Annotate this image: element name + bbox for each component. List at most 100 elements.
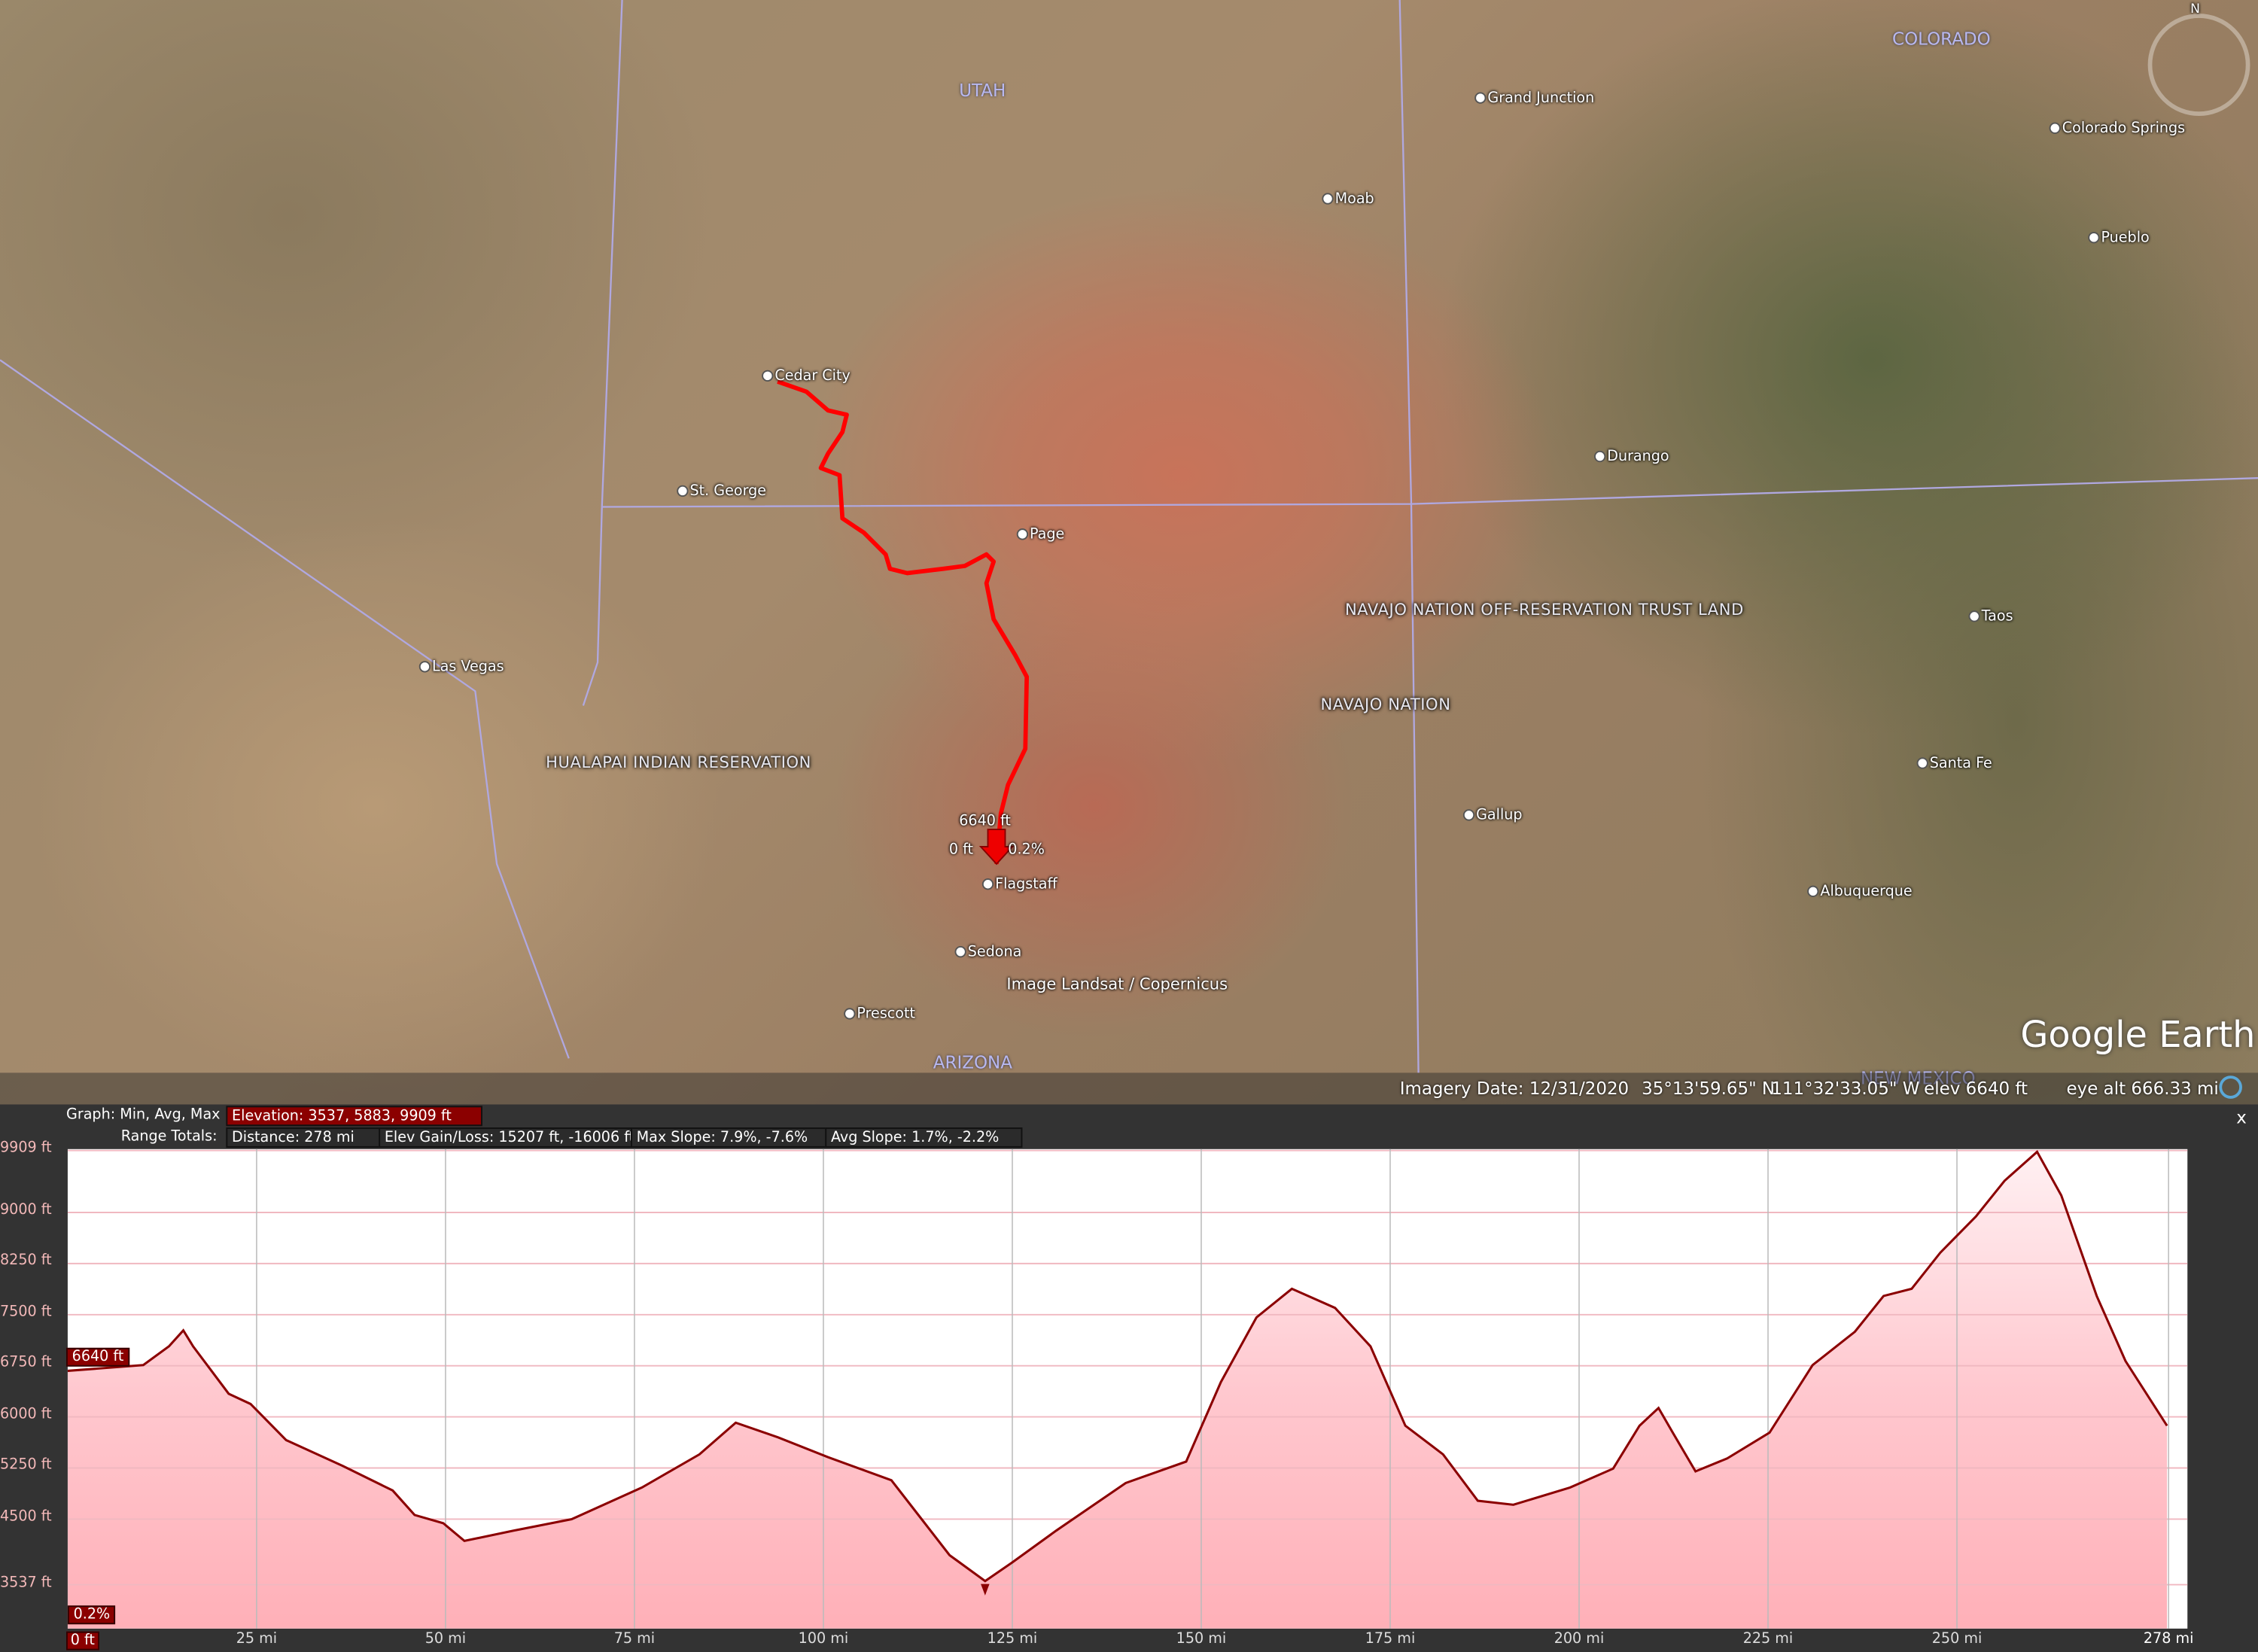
current-elevation-tag: 6640 ft [66, 1347, 130, 1367]
place-label[interactable]: Sedona [954, 945, 1021, 960]
place-name: Albuquerque [1820, 884, 1913, 900]
place-label[interactable]: Colorado Springs [2049, 121, 2185, 137]
place-dot-icon [1968, 610, 1980, 622]
current-slope-tag: 0.2% [67, 1605, 116, 1625]
graph-label: Graph: Min, Avg, Max [66, 1107, 221, 1124]
x-tick-label: 150 mi [1176, 1631, 1227, 1647]
place-label[interactable]: Taos [1968, 609, 2013, 625]
place-dot-icon [1322, 193, 1334, 205]
place-dot-icon [762, 370, 774, 382]
cursor-slope-label: 0.2% [1008, 842, 1045, 859]
avg-slope-button[interactable]: Avg Slope: 1.7%, -2.2% [825, 1127, 1023, 1148]
cursor-arrow-icon [978, 829, 1015, 866]
place-dot-icon [677, 485, 689, 497]
latitude-readout: 35°13'59.65" N [1642, 1079, 1776, 1099]
x-tick-label: 25 mi [236, 1631, 278, 1647]
state-label: NEW MEXICO [1860, 1068, 1976, 1089]
y-tick-label: 6750 ft [0, 1355, 52, 1372]
place-label[interactable]: Prescott [844, 1006, 915, 1022]
cursor-distance-label: 0 ft [948, 842, 974, 859]
region-label: HUALAPAI INDIAN RESERVATION [546, 753, 811, 772]
place-label[interactable]: Cedar City [762, 369, 851, 385]
eye-altitude-readout: eye alt 666.33 mi [2066, 1079, 2219, 1099]
place-dot-icon [1474, 92, 1487, 104]
elevation-readout: elev 6640 ft [1924, 1079, 2028, 1099]
y-tick-label: 9909 ft [0, 1140, 52, 1157]
range-totals-label: Range Totals: [120, 1129, 218, 1145]
route-path [777, 379, 1030, 865]
region-label: NAVAJO NATION [1320, 695, 1451, 714]
x-tick-label: 200 mi [1554, 1631, 1605, 1647]
region-label: NAVAJO NATION OFF-RESERVATION TRUST LAND [1344, 600, 1744, 619]
place-dot-icon [954, 946, 966, 958]
place-label[interactable]: Gallup [1462, 808, 1523, 823]
place-name: Moab [1334, 191, 1374, 208]
state-label: COLORADO [1892, 29, 1991, 50]
place-name: Prescott [857, 1006, 916, 1023]
state-label: ARIZONA [933, 1052, 1012, 1073]
place-dot-icon [1593, 450, 1606, 463]
elevation-profile-panel: Graph: Min, Avg, Max Elevation: 3537, 58… [0, 1104, 2258, 1652]
close-graph-button[interactable]: x [2236, 1107, 2247, 1128]
place-dot-icon [418, 661, 431, 673]
place-dot-icon [1916, 757, 1928, 769]
place-dot-icon [1462, 809, 1475, 821]
x-tick-label: 100 mi [798, 1631, 849, 1647]
y-tick-label: 3537 ft [0, 1574, 52, 1591]
place-name: Cedar City [774, 368, 851, 385]
place-label[interactable]: Pueblo [2088, 230, 2150, 247]
elevation-chart-plot[interactable] [67, 1148, 2188, 1629]
y-tick-label: 8250 ft [0, 1253, 52, 1270]
place-label[interactable]: Santa Fe [1916, 756, 1992, 772]
y-tick-label: 5250 ft [0, 1458, 52, 1474]
x-tick-label: 250 mi [1931, 1631, 1983, 1647]
place-label[interactable]: Moab [1322, 191, 1374, 208]
elevation-chart [67, 1148, 2188, 1629]
place-name: Las Vegas [431, 659, 504, 676]
place-label[interactable]: Flagstaff [981, 877, 1057, 893]
place-name: St. George [689, 483, 767, 500]
place-label[interactable]: Durango [1593, 449, 1669, 465]
place-label[interactable]: Las Vegas [418, 659, 504, 676]
elev-gain-loss-button[interactable]: Elev Gain/Loss: 15207 ft, -16006 ft [379, 1127, 632, 1148]
place-label[interactable]: Albuquerque [1807, 884, 1913, 900]
x-tick-label: 50 mi [425, 1631, 467, 1647]
map-view[interactable]: N UTAH COLORADO ARIZONA NEW MEXICO Grand… [0, 0, 2258, 1105]
x-tick-label: 278 mi [2143, 1631, 2194, 1647]
state-label: UTAH [959, 81, 1006, 101]
y-tick-label: 4500 ft [0, 1509, 52, 1526]
y-tick-label: 7500 ft [0, 1304, 52, 1321]
place-name: Pueblo [2101, 230, 2150, 247]
x-tick-label: 125 mi [987, 1631, 1038, 1647]
border-utah-arizona [601, 477, 2258, 508]
y-tick-label: 9000 ft [0, 1202, 52, 1218]
elevation-stat-button[interactable]: Elevation: 3537, 5883, 9909 ft [226, 1106, 482, 1127]
place-name: Taos [1981, 609, 2013, 625]
max-slope-button[interactable]: Max Slope: 7.9%, -7.6% [631, 1127, 827, 1148]
border-utah-west [582, 0, 623, 706]
status-bar: Imagery Date: 12/31/2020 35°13'59.65" N … [0, 1072, 2258, 1105]
current-distance-tag: 0 ft [66, 1631, 99, 1650]
place-dot-icon [1807, 885, 1819, 897]
compass-ring[interactable] [2147, 14, 2250, 117]
imagery-date: Imagery Date: 12/31/2020 [1399, 1079, 1630, 1099]
place-dot-icon [844, 1008, 856, 1020]
place-name: Durango [1607, 449, 1669, 465]
place-dot-icon [981, 878, 994, 890]
elevation-area-fill [67, 1152, 2168, 1629]
border-nevada [0, 359, 570, 1059]
compass-north-label: N [2190, 2, 2200, 17]
distance-stat-button[interactable]: Distance: 278 mi [226, 1127, 381, 1148]
map-overlay [0, 0, 2258, 1073]
place-label[interactable]: Page [1016, 527, 1064, 543]
cursor-marker-icon [981, 1584, 990, 1596]
x-tick-label: 225 mi [1742, 1631, 1794, 1647]
streaming-progress-icon [2219, 1075, 2242, 1099]
place-dot-icon [1016, 528, 1029, 540]
place-name: Grand Junction [1487, 90, 1595, 107]
place-label[interactable]: St. George [677, 484, 766, 500]
border-colorado-west [1398, 0, 1420, 1073]
place-dot-icon [2088, 232, 2100, 244]
place-label[interactable]: Grand Junction [1474, 91, 1594, 107]
place-name: Sedona [967, 945, 1022, 961]
